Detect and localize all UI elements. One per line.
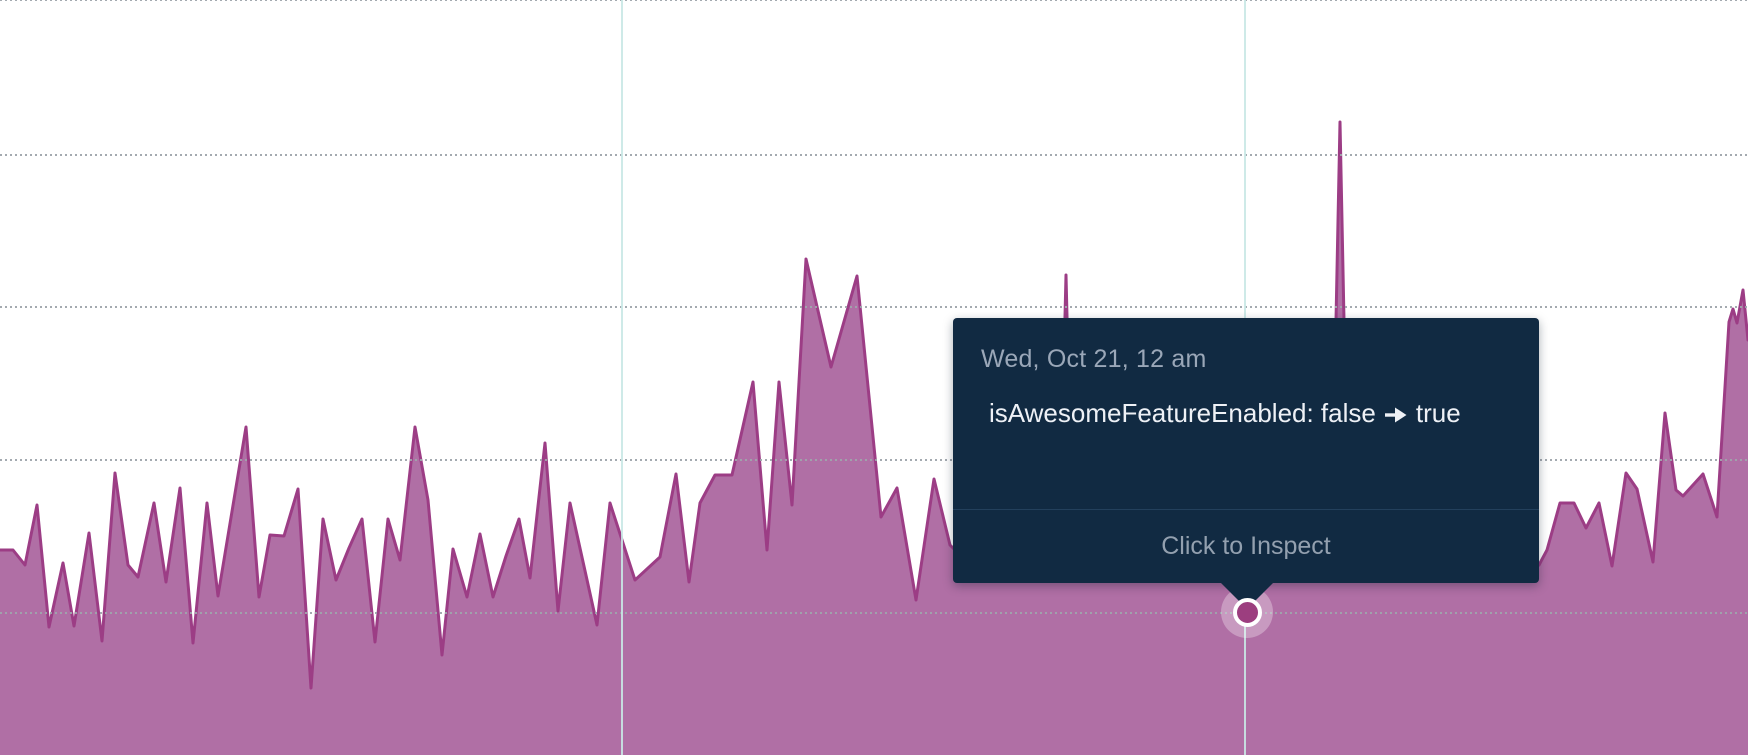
area-fill — [0, 122, 1748, 755]
tooltip-timestamp: Wed, Oct 21, 12 am — [981, 345, 1207, 373]
flag-change-before-arrow: isAwesomeFeatureEnabled: false — [989, 398, 1376, 428]
flag-change-tooltip[interactable]: Wed, Oct 21, 12 am isAwesomeFeatureEnabl… — [953, 318, 1539, 609]
flag-change-after-arrow: true — [1415, 398, 1461, 428]
tooltip-click-to-inspect[interactable]: Click to Inspect — [1161, 532, 1331, 560]
tooltip-flag-change-text: isAwesomeFeatureEnabled: false true — [989, 397, 1511, 432]
event-marker-circle[interactable] — [1233, 598, 1262, 627]
tooltip-divider — [953, 509, 1539, 510]
arrow-right-icon — [1384, 399, 1408, 432]
